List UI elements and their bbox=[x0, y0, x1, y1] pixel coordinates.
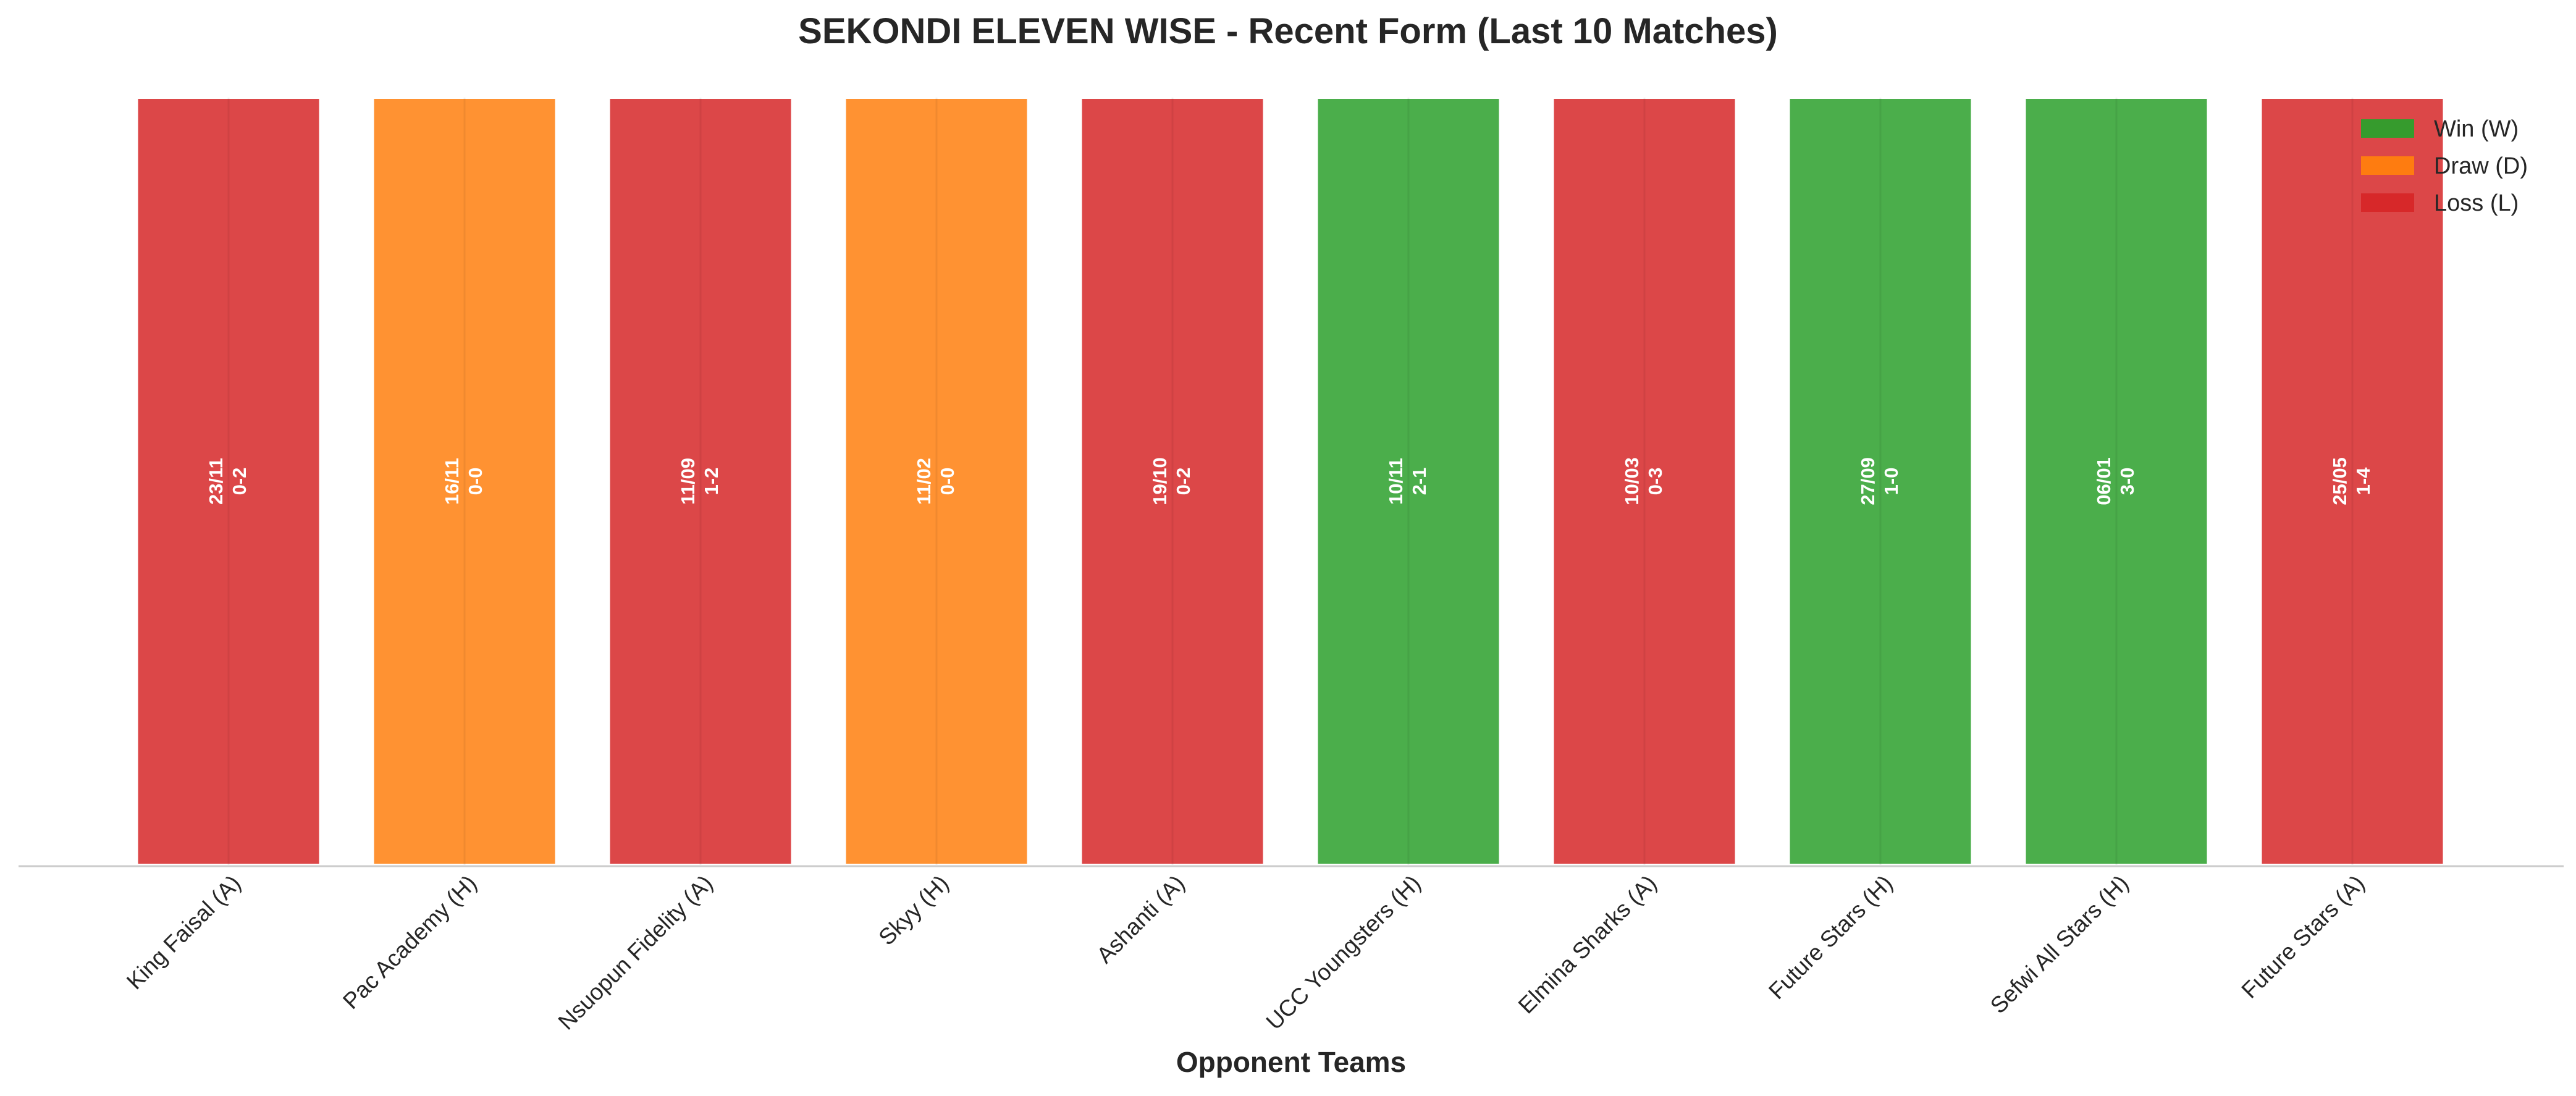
bar-2 bbox=[371, 96, 558, 866]
bar-score-label: 0-2 bbox=[1172, 468, 1194, 495]
x-tick-label: Future Stars (H) bbox=[1764, 870, 1898, 1005]
legend-label-l: Loss (L) bbox=[2434, 190, 2519, 216]
bar-score-label: 1-2 bbox=[701, 468, 722, 495]
legend-swatch-d bbox=[2361, 156, 2414, 175]
bar-score-label: 1-0 bbox=[1880, 468, 1902, 495]
bar-10 bbox=[2259, 96, 2446, 866]
x-tick-label: Ashanti (A) bbox=[1092, 870, 1189, 968]
bar-date-label: 16/11 bbox=[441, 458, 463, 505]
bar-9 bbox=[2023, 96, 2210, 866]
x-tick-label: Skyy (H) bbox=[873, 870, 953, 950]
bar-8 bbox=[1787, 96, 1974, 866]
legend-label-w: Win (W) bbox=[2434, 116, 2519, 142]
legend-label-d: Draw (D) bbox=[2434, 153, 2528, 179]
x-tick-label: Pac Academy (H) bbox=[338, 870, 482, 1014]
bar-date-label: 11/02 bbox=[913, 458, 935, 505]
bar-score-label: 1-4 bbox=[2352, 467, 2374, 495]
bar-date-label: 27/09 bbox=[1857, 457, 1879, 505]
legend-swatch-w bbox=[2361, 119, 2414, 138]
bar-date-label: 11/09 bbox=[677, 458, 699, 505]
x-tick-label: Sefwi All Stars (H) bbox=[1985, 870, 2134, 1019]
bar-6 bbox=[1315, 96, 1502, 866]
bar-score-label: 0-2 bbox=[229, 468, 250, 495]
bar-1 bbox=[135, 96, 322, 866]
bar-date-label: 06/01 bbox=[2093, 457, 2115, 505]
x-tick-label: Nsuopun Fidelity (A) bbox=[554, 870, 718, 1035]
legend-swatch-l bbox=[2361, 193, 2414, 212]
bar-date-label: 10/03 bbox=[1621, 457, 1643, 505]
x-tick-label: UCC Youngsters (H) bbox=[1261, 870, 1426, 1035]
x-tick-label: Elmina Sharks (A) bbox=[1513, 870, 1662, 1019]
bar-score-label: 0-0 bbox=[465, 468, 486, 495]
chart-title: SEKONDI ELEVEN WISE - Recent Form (Last … bbox=[798, 11, 1778, 51]
bar-date-label: 25/05 bbox=[2329, 457, 2351, 505]
bar-4 bbox=[843, 96, 1030, 866]
bars-layer: 23/11 0-2 16/11 0-0 11/09 1-2 11/02 0-0 19/10 0-2… bbox=[135, 96, 2446, 866]
x-tick-label: Future Stars (A) bbox=[2237, 870, 2370, 1003]
bar-score-label: 2-1 bbox=[1408, 468, 1430, 495]
bar-3 bbox=[607, 96, 794, 866]
x-tick-labels: King Faisal (A) Pac Academy (H) Nsuopun Fi… bbox=[122, 870, 2370, 1035]
x-axis-label: Opponent Teams bbox=[1176, 1046, 1406, 1078]
bar-date-label: 23/11 bbox=[205, 458, 227, 505]
bar-5 bbox=[1079, 96, 1266, 866]
legend: Win (W) Draw (D) Loss (L) bbox=[2361, 116, 2528, 216]
x-tick-label: King Faisal (A) bbox=[122, 870, 246, 995]
bar-score-label: 3-0 bbox=[2116, 468, 2138, 495]
bar-score-label: 0-3 bbox=[1644, 468, 1666, 495]
bar-date-label: 19/10 bbox=[1149, 457, 1171, 505]
bar-date-label: 10/11 bbox=[1385, 458, 1407, 505]
bar-score-label: 0-0 bbox=[937, 468, 958, 495]
bar-7 bbox=[1551, 96, 1738, 866]
